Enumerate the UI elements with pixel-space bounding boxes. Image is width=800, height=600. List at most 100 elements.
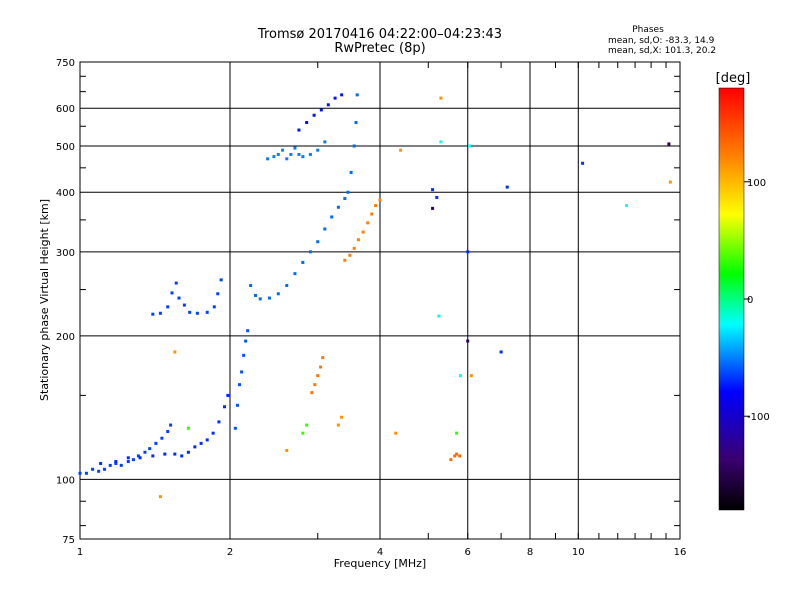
data-point — [435, 195, 439, 199]
data-point — [211, 431, 215, 435]
data-point — [378, 198, 382, 202]
colorbar-tick-label: 100 — [747, 178, 766, 189]
data-point — [343, 197, 347, 201]
data-point — [114, 460, 118, 464]
phase-colorbar: [deg] 100 0 -100 — [716, 71, 770, 511]
data-point — [244, 339, 248, 343]
data-point — [326, 103, 330, 107]
data-point — [336, 205, 340, 209]
data-point — [267, 296, 271, 300]
data-point — [455, 431, 459, 435]
data-point — [276, 292, 280, 296]
data-point — [352, 246, 356, 250]
data-point — [399, 148, 403, 152]
colorbar-label: [deg] — [716, 71, 751, 86]
data-point — [431, 206, 435, 210]
data-point — [308, 250, 312, 254]
data-point — [352, 144, 356, 148]
tick-labels: 1 2 4 6 8 10 16 75 100 200 300 400 500 600 750 — [56, 58, 686, 558]
data-point — [103, 467, 107, 471]
data-point — [97, 469, 101, 473]
data-point — [151, 454, 155, 458]
data-point — [281, 148, 285, 152]
data-point — [667, 142, 671, 146]
data-point — [173, 350, 177, 354]
data-point — [158, 495, 162, 499]
data-point — [91, 467, 95, 471]
data-point — [336, 423, 340, 427]
data-point — [505, 185, 509, 189]
data-point — [319, 365, 323, 369]
data-point — [374, 204, 378, 208]
grid-lines — [79, 62, 681, 539]
data-point — [233, 426, 237, 430]
data-point — [439, 140, 443, 144]
data-point — [319, 108, 323, 112]
y-tick-label: 600 — [56, 104, 75, 115]
chart-title: Tromsø 20170416 04:22:00–04:23:43 — [257, 27, 502, 42]
data-point — [449, 458, 453, 462]
data-point — [455, 452, 459, 456]
data-point — [217, 420, 221, 424]
data-point — [188, 310, 192, 314]
data-point — [453, 454, 457, 458]
phases-line-x: mean, sd,X: 101.3, 20.2 — [608, 46, 716, 56]
data-point — [166, 430, 170, 434]
x-tick-label: 2 — [227, 547, 233, 558]
data-point — [219, 278, 223, 282]
data-point — [439, 96, 443, 100]
data-point — [205, 438, 209, 442]
data-point — [297, 128, 301, 132]
x-tick-label: 16 — [674, 547, 687, 558]
data-point — [240, 370, 244, 374]
data-point — [163, 452, 167, 456]
data-point — [199, 441, 203, 445]
data-point — [361, 230, 365, 234]
data-point — [293, 146, 297, 150]
colorbar-ticks: 100 0 -100 — [744, 178, 770, 423]
data-point — [154, 441, 158, 445]
data-point — [272, 155, 276, 159]
data-point — [323, 227, 327, 231]
data-point — [119, 463, 123, 467]
y-tick-label: 750 — [56, 58, 75, 69]
data-point — [301, 431, 305, 435]
x-tick-label: 10 — [572, 547, 585, 558]
data-point — [458, 374, 462, 378]
data-point — [114, 461, 118, 465]
data-point — [499, 350, 503, 354]
data-point — [170, 291, 174, 295]
data-point — [78, 471, 82, 475]
data-point — [99, 461, 103, 465]
data-point — [131, 458, 135, 462]
data-point — [235, 403, 239, 407]
data-point — [223, 405, 227, 409]
x-tick-label: 1 — [77, 547, 83, 558]
data-point — [466, 339, 470, 343]
data-point — [158, 311, 162, 315]
data-point — [370, 212, 374, 216]
data-point — [166, 305, 170, 309]
y-axis-label: Stationary phase Virtual Height [km] — [38, 199, 51, 401]
data-point — [186, 426, 190, 430]
data-point — [126, 456, 130, 460]
data-point — [226, 393, 230, 397]
data-point — [354, 121, 358, 125]
data-point — [238, 383, 242, 387]
data-point — [297, 152, 301, 156]
plot-area: 1 2 4 6 8 10 16 75 100 200 300 400 500 600 750 — [56, 58, 686, 558]
data-point — [126, 460, 130, 464]
data-point — [173, 452, 177, 456]
data-point — [174, 281, 178, 285]
data-point — [323, 140, 327, 144]
x-tick-label: 4 — [377, 547, 383, 558]
data-point — [84, 471, 88, 475]
phases-title: Phases — [632, 25, 664, 35]
data-point — [394, 431, 398, 435]
data-point — [340, 415, 344, 419]
data-point — [468, 144, 472, 148]
y-tick-label: 300 — [56, 248, 75, 259]
colorbar-gradient — [718, 87, 745, 511]
data-point — [276, 152, 280, 156]
